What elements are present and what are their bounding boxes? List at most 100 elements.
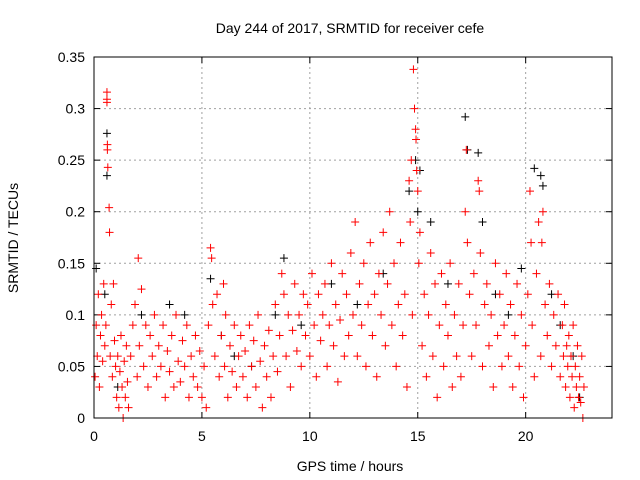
data-point-red: [530, 372, 539, 381]
data-point-red: [459, 321, 468, 330]
data-point-red: [412, 135, 421, 144]
data-point-black: [102, 171, 111, 180]
y-tick-label: 0.2: [66, 204, 86, 220]
data-point-red: [275, 331, 284, 340]
data-point-red: [288, 326, 297, 335]
data-point-red: [98, 357, 107, 366]
data-point-red: [97, 310, 106, 319]
data-point-red: [230, 321, 239, 330]
data-point-red: [251, 383, 260, 392]
data-point-red: [433, 393, 442, 402]
data-point-red: [167, 331, 176, 340]
data-point-red: [431, 279, 440, 288]
data-point-red: [102, 88, 111, 97]
data-point-red: [260, 341, 269, 350]
data-point-red: [528, 321, 537, 330]
data-point-red: [228, 367, 237, 376]
data-point-red: [392, 362, 401, 371]
data-point-red: [515, 362, 524, 371]
data-point-red: [410, 104, 419, 113]
data-point-red: [135, 341, 144, 350]
data-point-red: [110, 336, 119, 345]
data-point-red: [266, 393, 275, 402]
data-point-red: [394, 300, 403, 309]
data-point-red: [396, 238, 405, 247]
data-point-red: [146, 331, 155, 340]
data-point-red: [534, 218, 543, 227]
data-point-red: [333, 377, 342, 386]
data-point-red: [381, 341, 390, 350]
data-point-red: [463, 238, 472, 247]
data-point-red: [316, 336, 325, 345]
data-point-black: [137, 310, 146, 319]
data-point-red: [407, 156, 416, 165]
data-point-red: [290, 279, 299, 288]
data-point-black: [206, 274, 215, 283]
data-point-red: [282, 352, 291, 361]
data-point-red: [513, 279, 522, 288]
data-point-red: [346, 248, 355, 257]
data-point-red: [258, 403, 267, 412]
data-point-red: [241, 346, 250, 355]
data-point-red: [579, 383, 588, 392]
data-point-red: [418, 341, 427, 350]
data-point-red: [277, 269, 286, 278]
data-point-black: [538, 181, 547, 190]
data-point-red: [408, 310, 417, 319]
data-point-red: [574, 393, 583, 402]
data-point-red: [105, 228, 114, 237]
data-point-red: [152, 372, 161, 381]
data-point-red: [508, 383, 517, 392]
data-point-red: [443, 331, 452, 340]
data-point-red: [400, 290, 409, 299]
data-point-black: [279, 254, 288, 263]
data-point-red: [355, 279, 364, 288]
data-point-black: [474, 148, 483, 157]
data-point-red: [91, 372, 100, 381]
data-point-red: [478, 362, 487, 371]
data-point-red: [482, 279, 491, 288]
data-point-red: [279, 290, 288, 299]
data-point-red: [519, 393, 528, 402]
data-point-black: [426, 218, 435, 227]
data-point-red: [116, 331, 125, 340]
data-point-red: [103, 163, 112, 172]
data-point-red: [292, 346, 301, 355]
data-point-red: [426, 248, 435, 257]
data-point-black: [271, 310, 280, 319]
data-point-red: [402, 383, 411, 392]
data-point-red: [361, 362, 370, 371]
x-tick-label: 20: [518, 428, 534, 444]
data-point-red: [349, 310, 357, 319]
data-point-red: [374, 269, 383, 278]
data-point-red: [575, 372, 584, 381]
data-point-red: [109, 279, 118, 288]
data-point-red: [475, 187, 484, 196]
data-point-red: [359, 259, 368, 268]
data-point-red: [353, 352, 362, 361]
data-point-red: [465, 290, 474, 299]
data-point-red: [424, 310, 433, 319]
data-point-red: [495, 290, 504, 299]
data-point-red: [554, 290, 563, 299]
data-point-red: [469, 269, 478, 278]
data-point-red: [543, 331, 552, 340]
data-point-black: [413, 207, 422, 216]
x-tick-label: 5: [198, 428, 206, 444]
data-point-red: [414, 259, 423, 268]
data-point-red: [134, 254, 143, 263]
data-point-red: [390, 259, 399, 268]
data-point-red: [161, 393, 170, 402]
data-point-red: [139, 362, 148, 371]
data-point-red: [221, 310, 230, 319]
data-point-red: [169, 383, 178, 392]
data-point-red: [120, 357, 129, 366]
data-point-red: [197, 393, 206, 402]
data-point-red: [577, 352, 586, 361]
data-point-red: [200, 362, 209, 371]
y-tick-label: 0.15: [58, 255, 85, 271]
data-point-red: [312, 372, 321, 381]
data-point-black: [530, 164, 539, 173]
data-point-black: [517, 264, 526, 273]
